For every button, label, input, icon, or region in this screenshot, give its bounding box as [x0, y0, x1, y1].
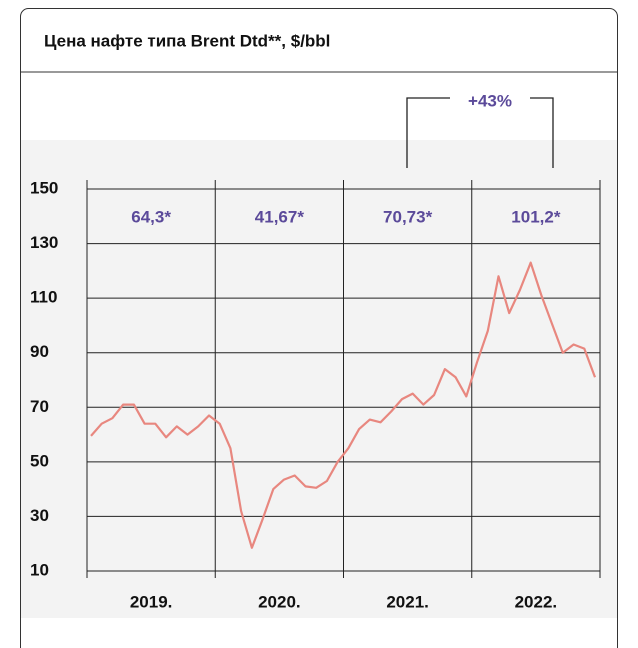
y-tick-label: 30 [30, 506, 49, 525]
y-tick-label: 10 [30, 560, 49, 579]
change-annotation: +43% [468, 91, 512, 110]
y-tick-label: 90 [30, 342, 49, 361]
y-tick-label: 70 [30, 397, 49, 416]
annual-average: 41,67* [255, 207, 305, 226]
y-tick-label: 50 [30, 451, 49, 470]
x-tick-label: 2021. [386, 592, 429, 611]
x-tick-label: 2020. [258, 592, 301, 611]
chart-title: Цена нафте типа Brent Dtd**, $/bbl [44, 31, 330, 50]
x-tick-label: 2022. [515, 592, 558, 611]
y-tick-label: 150 [30, 178, 58, 197]
x-tick-label: 2019. [130, 592, 173, 611]
y-tick-label: 110 [30, 288, 57, 307]
bracket-right [530, 97, 554, 168]
bracket-left [406, 97, 450, 168]
annual-average: 70,73* [383, 207, 433, 226]
plot-background [21, 140, 617, 618]
price-line [90, 261, 597, 549]
y-tick-label: 130 [30, 233, 58, 252]
annual-average: 101,2* [511, 207, 561, 226]
annual-average: 64,3* [131, 207, 171, 226]
